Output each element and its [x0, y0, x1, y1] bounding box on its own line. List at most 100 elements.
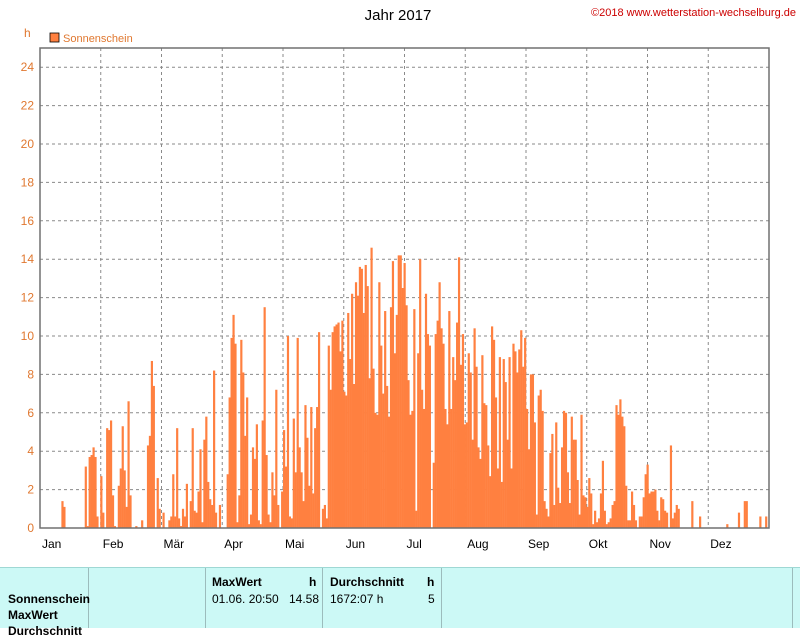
bar — [543, 501, 546, 528]
bar — [372, 368, 375, 528]
bar — [238, 495, 241, 528]
bar — [630, 491, 634, 528]
bar — [265, 455, 268, 528]
bar — [203, 439, 206, 528]
bar — [582, 495, 585, 528]
bar — [386, 385, 389, 528]
bar — [302, 501, 305, 528]
bar — [240, 339, 243, 528]
bar — [434, 334, 437, 528]
bar — [553, 504, 556, 528]
bar — [211, 504, 214, 528]
bar — [178, 518, 181, 528]
y-tick-label: 18 — [21, 175, 35, 189]
bar — [244, 435, 247, 528]
bar — [195, 512, 198, 528]
bar — [662, 499, 665, 528]
bar — [286, 336, 290, 528]
bar — [745, 501, 748, 528]
bar — [463, 424, 466, 528]
bar — [234, 343, 237, 528]
bar — [625, 485, 628, 528]
bar — [654, 489, 657, 528]
bar — [652, 491, 655, 528]
bar — [638, 516, 641, 528]
bar — [611, 504, 614, 528]
bar — [617, 414, 620, 528]
x-tick-label: Aug — [467, 537, 488, 551]
bar — [621, 416, 624, 528]
y-tick-label: 22 — [21, 99, 35, 113]
bar — [619, 399, 622, 528]
bar — [393, 353, 396, 528]
bar — [592, 524, 595, 528]
bar — [174, 516, 177, 528]
bar — [572, 439, 575, 528]
bar — [90, 455, 93, 528]
bar — [442, 343, 445, 528]
bar — [376, 414, 379, 528]
bar — [125, 506, 128, 528]
bar — [487, 445, 490, 528]
bar — [121, 426, 124, 528]
bar — [102, 512, 105, 528]
bar — [197, 491, 200, 528]
bar — [150, 360, 153, 528]
bar — [459, 364, 463, 528]
bar — [209, 499, 212, 528]
bar — [496, 468, 500, 528]
bar — [158, 508, 161, 528]
bar — [555, 422, 558, 528]
bar — [467, 353, 470, 528]
stats-labels-column: Sonnenschein MaxWert Durchschnitt — [0, 568, 90, 638]
bar — [88, 456, 91, 528]
bar — [111, 495, 115, 528]
bar — [201, 522, 204, 528]
bar — [352, 384, 356, 528]
bar — [366, 286, 369, 528]
bar — [135, 526, 138, 528]
bar — [263, 307, 266, 528]
x-tick-label: Feb — [103, 537, 124, 551]
bar — [185, 483, 188, 528]
bar — [248, 524, 251, 528]
stats-row-label: MaxWert — [8, 608, 58, 622]
bar — [380, 345, 383, 528]
bar — [605, 524, 608, 528]
bar — [743, 501, 746, 528]
bar — [737, 512, 741, 528]
bar — [504, 382, 507, 528]
bar — [284, 466, 288, 528]
bar — [331, 332, 334, 528]
bar — [417, 353, 420, 528]
bar — [312, 493, 315, 528]
bar — [726, 524, 729, 528]
stats-avg-column: Durchschnitt h 1672:07 h 5 — [323, 568, 442, 628]
bar — [646, 464, 649, 528]
bar — [349, 359, 352, 528]
bar — [337, 322, 340, 528]
bar — [491, 326, 494, 528]
bar — [549, 453, 552, 528]
bar — [191, 428, 194, 528]
chart-title: Jahr 2017 — [365, 7, 432, 24]
avg-total: 1672:07 h — [330, 592, 384, 606]
bar — [664, 510, 667, 528]
bar — [629, 520, 632, 528]
bar — [440, 328, 443, 528]
bar — [594, 510, 597, 528]
bar-series-sonnenschein — [61, 247, 768, 529]
bar — [127, 401, 130, 528]
bar — [123, 470, 126, 528]
bar — [428, 345, 431, 528]
bar — [522, 366, 525, 528]
bar — [422, 408, 426, 528]
x-tick-label: Nov — [650, 537, 671, 551]
bar — [362, 312, 365, 528]
bar — [481, 355, 484, 528]
bar — [409, 414, 412, 528]
bar — [397, 255, 400, 529]
bar — [516, 372, 519, 528]
bar — [141, 520, 144, 528]
bar — [109, 420, 113, 528]
